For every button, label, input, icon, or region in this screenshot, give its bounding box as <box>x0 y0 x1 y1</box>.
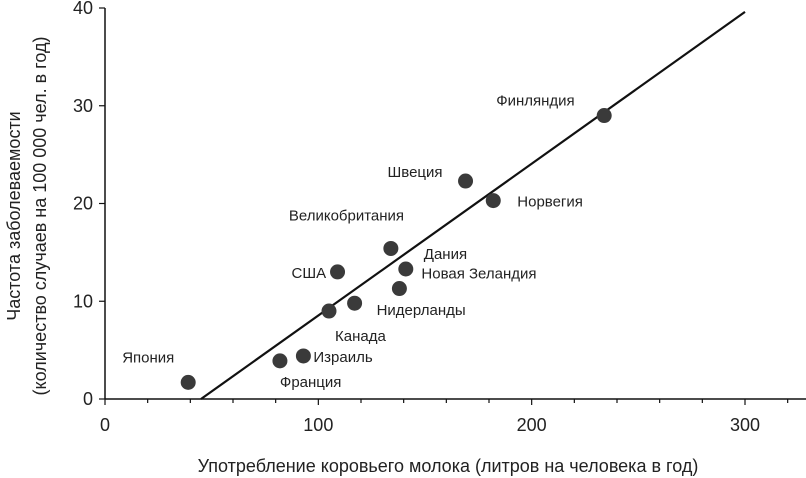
data-point <box>596 108 612 124</box>
data-point <box>295 348 311 364</box>
y-axis-title-line-1: Частота заболеваемости <box>4 111 24 321</box>
point-label: Новая Зеландия <box>421 266 536 283</box>
data-point <box>458 173 474 189</box>
data-point <box>321 303 337 319</box>
y-tick-label: 40 <box>73 0 93 18</box>
x-tick-label: 100 <box>303 415 333 435</box>
x-axis-title: Употребление коровьего молока (литров на… <box>198 456 699 476</box>
point-label: Нидерланды <box>377 302 466 319</box>
data-point <box>347 295 363 311</box>
data-point <box>180 374 196 390</box>
y-axis-title: Частота заболеваемости (количество случа… <box>4 37 50 396</box>
y-tick-label: 20 <box>73 194 93 214</box>
point-label: Швеция <box>388 164 443 181</box>
point-label: Финляндия <box>496 93 574 110</box>
x-tick-label: 0 <box>100 415 110 435</box>
data-point <box>485 193 501 209</box>
point-label: Израиль <box>313 349 372 366</box>
point-label: Франция <box>280 374 341 391</box>
y-axis-title-line-2: (количество случаев на 100 000 чел. в го… <box>30 37 50 396</box>
data-point <box>391 281 407 297</box>
x-tick-label: 200 <box>517 415 547 435</box>
trend-line <box>200 11 746 400</box>
y-tick-label: 10 <box>73 291 93 311</box>
point-label: Дания <box>424 246 467 263</box>
point-label: США <box>292 265 327 282</box>
y-tick-label: 0 <box>83 389 93 409</box>
data-points <box>180 108 612 390</box>
axes <box>104 8 806 400</box>
data-point <box>272 353 288 369</box>
point-label: Великобритания <box>289 207 404 224</box>
data-point <box>383 240 399 256</box>
point-label: Япония <box>122 349 174 366</box>
x-tick-label: 300 <box>730 415 760 435</box>
data-point <box>330 264 346 280</box>
y-tick-label: 30 <box>73 96 93 116</box>
point-label: Норвегия <box>517 194 583 211</box>
ticks: 0 100 200 300 0 10 20 30 40 <box>73 0 789 435</box>
data-point <box>398 261 414 277</box>
point-labels: Япония Франция Израиль Канада США Нидерланды В… <box>122 93 583 391</box>
point-label: Канада <box>335 328 386 345</box>
